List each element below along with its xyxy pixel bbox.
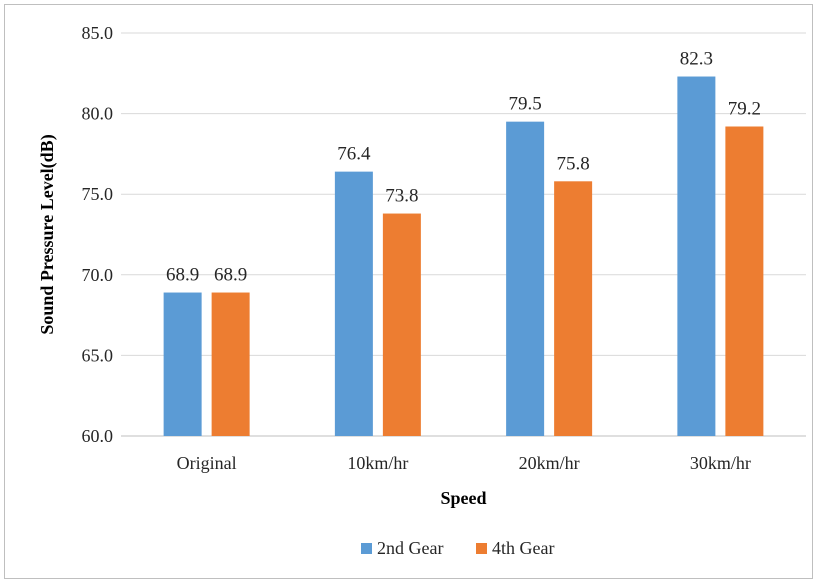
data-label: 68.9 xyxy=(166,265,199,286)
legend-swatch xyxy=(476,543,487,554)
data-labels: 68.9 68.9 76.4 73.8 79.5 75.8 82.3 79.2 xyxy=(166,49,761,286)
bar-4th-gear-10km-hr xyxy=(382,213,421,436)
legend-swatch xyxy=(361,543,372,554)
legend-label: 4th Gear xyxy=(492,538,554,558)
data-label: 76.4 xyxy=(337,144,371,165)
x-tick-label: 30km/hr xyxy=(690,453,751,473)
legend-label: 2nd Gear xyxy=(377,538,443,558)
data-label: 75.8 xyxy=(557,153,590,174)
data-label: 79.2 xyxy=(728,98,761,119)
bar-2nd-gear-original xyxy=(163,292,202,436)
y-tick-label: 70.0 xyxy=(82,265,114,285)
chart-frame: 60.0 65.0 70.0 75.0 80.0 85.0 68.9 68.9 76.4 73.… xyxy=(4,4,813,579)
x-tick-label: 10km/hr xyxy=(347,453,408,473)
bar-chart: 60.0 65.0 70.0 75.0 80.0 85.0 68.9 68.9 76.4 73.… xyxy=(37,23,806,558)
bar-2nd-gear-10km-hr xyxy=(334,171,373,436)
x-tick-label: 20km/hr xyxy=(519,453,580,473)
bars xyxy=(163,76,764,437)
bar-4th-gear-20km-hr xyxy=(554,181,593,436)
x-tick-label: Original xyxy=(177,453,237,473)
bar-4th-gear-original xyxy=(211,292,250,436)
x-axis-title: Speed xyxy=(440,488,486,508)
legend: 2nd Gear 4th Gear xyxy=(361,538,554,558)
data-label: 73.8 xyxy=(385,186,418,207)
y-tick-label: 85.0 xyxy=(82,23,114,43)
y-axis-ticks: 60.0 65.0 70.0 75.0 80.0 85.0 xyxy=(82,23,114,446)
y-tick-label: 80.0 xyxy=(82,104,114,124)
data-label: 68.9 xyxy=(214,265,247,286)
bar-2nd-gear-20km-hr xyxy=(506,121,545,436)
y-axis-title: Sound Pressure Level(dB) xyxy=(37,134,58,334)
bar-4th-gear-30km-hr xyxy=(725,126,764,436)
y-tick-label: 60.0 xyxy=(82,426,114,446)
data-label: 79.5 xyxy=(509,94,542,115)
y-tick-label: 75.0 xyxy=(82,184,114,204)
y-tick-label: 65.0 xyxy=(82,345,114,365)
data-label: 82.3 xyxy=(680,49,713,70)
x-axis-ticks: Original 10km/hr 20km/hr 30km/hr xyxy=(177,453,751,473)
bar-2nd-gear-30km-hr xyxy=(677,76,716,437)
